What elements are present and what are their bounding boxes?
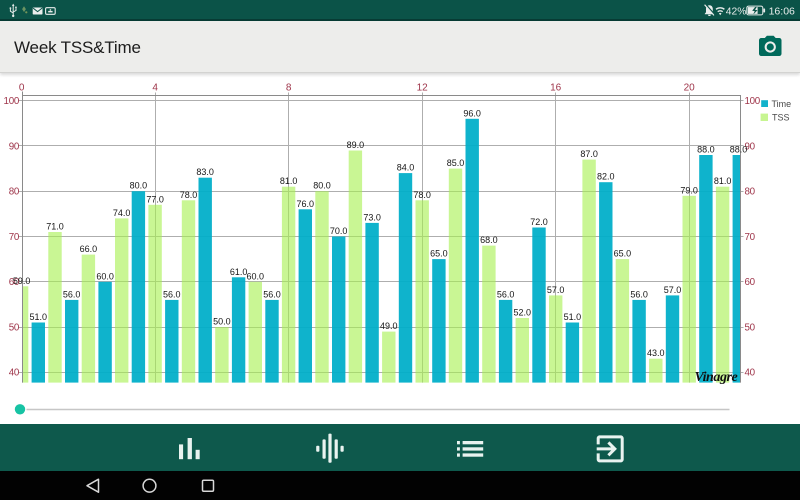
svg-text:82.0: 82.0 bbox=[597, 172, 615, 182]
svg-text:12: 12 bbox=[417, 83, 429, 94]
svg-text:TSS: TSS bbox=[772, 113, 790, 123]
svg-text:81.0: 81.0 bbox=[714, 176, 732, 186]
svg-text:0: 0 bbox=[19, 83, 25, 94]
svg-text:42%: 42% bbox=[726, 7, 747, 18]
svg-text:100: 100 bbox=[745, 96, 761, 107]
svg-text:4: 4 bbox=[152, 83, 158, 94]
svg-text:50.0: 50.0 bbox=[213, 317, 231, 327]
svg-text:100: 100 bbox=[4, 96, 20, 107]
svg-text:77.0: 77.0 bbox=[146, 194, 164, 204]
svg-text:81.0: 81.0 bbox=[280, 176, 298, 186]
svg-text:70: 70 bbox=[9, 232, 20, 243]
svg-text:56.0: 56.0 bbox=[497, 289, 515, 299]
svg-text:60.0: 60.0 bbox=[247, 271, 265, 281]
svg-text:71.0: 71.0 bbox=[46, 222, 64, 232]
svg-text:61.0: 61.0 bbox=[230, 267, 248, 277]
svg-text:74.0: 74.0 bbox=[113, 208, 131, 218]
svg-text:78.0: 78.0 bbox=[180, 190, 198, 200]
svg-text:90: 90 bbox=[9, 141, 20, 152]
svg-text:88.0: 88.0 bbox=[697, 145, 715, 155]
svg-text:88.0: 88.0 bbox=[730, 145, 748, 155]
svg-text:59.0: 59.0 bbox=[13, 276, 31, 286]
svg-text:80.0: 80.0 bbox=[313, 181, 331, 191]
svg-text:65.0: 65.0 bbox=[430, 249, 448, 259]
svg-text:56.0: 56.0 bbox=[163, 289, 181, 299]
svg-text:20: 20 bbox=[684, 83, 696, 94]
svg-text:60: 60 bbox=[745, 277, 756, 288]
svg-text:78.0: 78.0 bbox=[413, 190, 431, 200]
svg-text:60: 60 bbox=[9, 277, 20, 288]
svg-text:49.0: 49.0 bbox=[380, 321, 398, 331]
svg-text:66.0: 66.0 bbox=[80, 244, 98, 254]
svg-text:85.0: 85.0 bbox=[447, 158, 465, 168]
svg-text:40: 40 bbox=[9, 368, 20, 379]
svg-text:68.0: 68.0 bbox=[480, 235, 498, 245]
svg-text:80: 80 bbox=[9, 187, 20, 198]
svg-text:43.0: 43.0 bbox=[647, 348, 665, 358]
svg-text:8: 8 bbox=[286, 83, 292, 94]
svg-text:70.0: 70.0 bbox=[330, 226, 348, 236]
svg-text:73.0: 73.0 bbox=[363, 212, 381, 222]
svg-text:65.0: 65.0 bbox=[614, 249, 632, 259]
svg-text:Vinagre: Vinagre bbox=[695, 370, 738, 385]
svg-text:16:06: 16:06 bbox=[769, 6, 795, 18]
svg-text:56.0: 56.0 bbox=[63, 289, 81, 299]
svg-text:40: 40 bbox=[745, 368, 756, 379]
svg-text:52.0: 52.0 bbox=[514, 308, 532, 318]
svg-text:96.0: 96.0 bbox=[463, 108, 481, 118]
svg-text:72.0: 72.0 bbox=[530, 217, 548, 227]
svg-text:51.0: 51.0 bbox=[30, 312, 48, 322]
svg-text:83.0: 83.0 bbox=[196, 167, 214, 177]
svg-text:87.0: 87.0 bbox=[580, 149, 598, 159]
svg-text:80.0: 80.0 bbox=[130, 181, 148, 191]
svg-text:76.0: 76.0 bbox=[297, 199, 315, 209]
svg-text:89.0: 89.0 bbox=[347, 140, 365, 150]
svg-text:70: 70 bbox=[745, 232, 756, 243]
svg-text:90: 90 bbox=[745, 141, 756, 152]
svg-text:50: 50 bbox=[745, 322, 756, 333]
svg-text:57.0: 57.0 bbox=[664, 285, 682, 295]
svg-text:56.0: 56.0 bbox=[630, 289, 648, 299]
svg-text:50: 50 bbox=[9, 322, 20, 333]
svg-text:16: 16 bbox=[550, 83, 562, 94]
svg-text:51.0: 51.0 bbox=[564, 312, 582, 322]
svg-text:79.0: 79.0 bbox=[680, 185, 698, 195]
svg-text:60.0: 60.0 bbox=[96, 271, 114, 281]
svg-text:84.0: 84.0 bbox=[397, 163, 415, 173]
svg-text:Time: Time bbox=[772, 99, 792, 109]
svg-text:80: 80 bbox=[745, 187, 756, 198]
svg-text:57.0: 57.0 bbox=[547, 285, 565, 295]
svg-text:56.0: 56.0 bbox=[263, 289, 281, 299]
